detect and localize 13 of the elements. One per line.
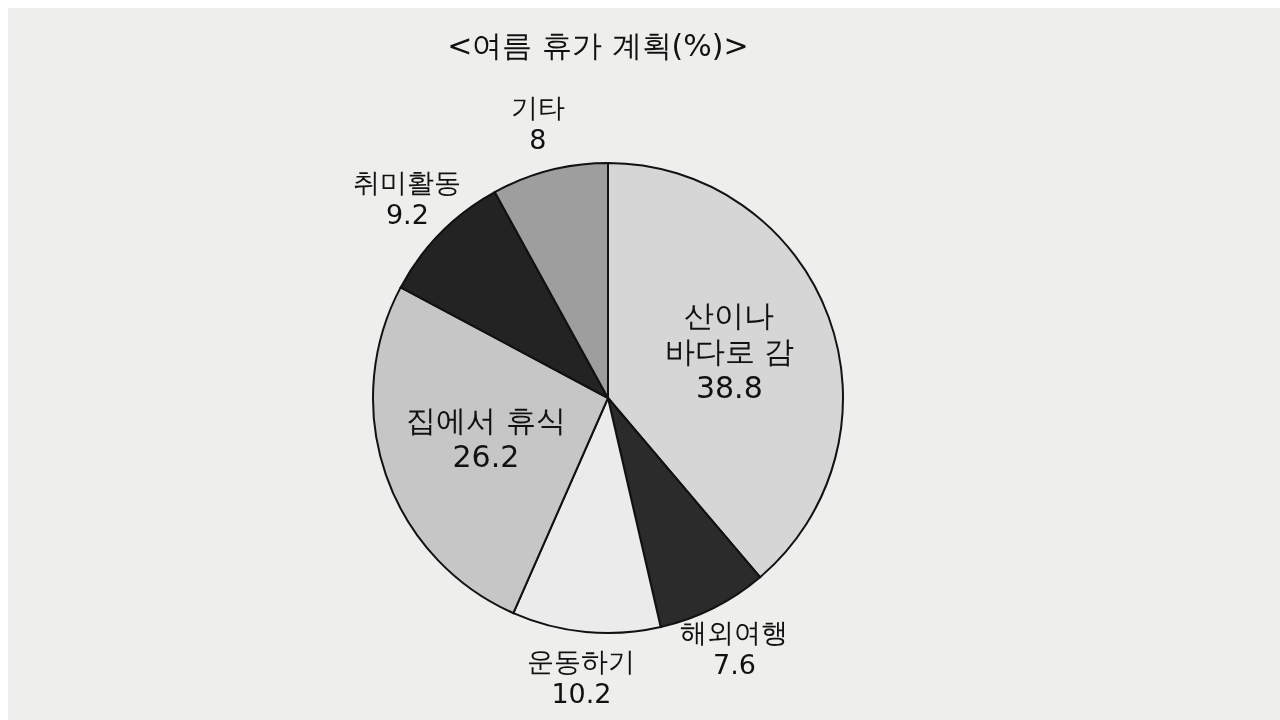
data-label: 8 [529, 123, 547, 155]
data-label: 9.2 [385, 198, 429, 230]
data-label: 26.2 [452, 438, 520, 474]
slice-label: 해외여행 [680, 616, 789, 648]
data-label: 10.2 [551, 677, 612, 709]
slice-label: 취미활동 [353, 166, 462, 198]
slice-label: 산이나 바다로 감 [664, 297, 795, 369]
data-label: 38.8 [695, 369, 763, 405]
slice-label: 운동하기 [527, 645, 636, 677]
data-label: 7.6 [712, 648, 756, 680]
slice-label: 기타 [510, 91, 565, 123]
chart-title: <여름 휴가 계획(%)> [447, 28, 749, 63]
slice-label: 집에서 휴식 [406, 402, 566, 438]
